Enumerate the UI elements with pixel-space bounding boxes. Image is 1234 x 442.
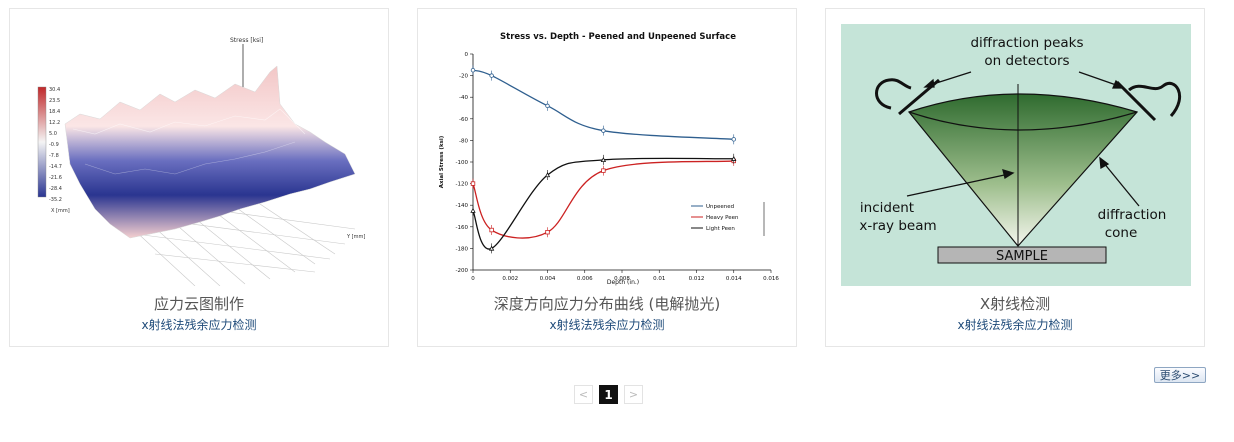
data-point [489,73,494,78]
legend-label: 23.5 [49,98,60,104]
legend-label: -7.8 [49,153,59,159]
y-tick-label: -20 [459,74,468,80]
diffraction-cone [907,93,1139,247]
x-tick-label: 0.016 [763,276,779,282]
thumbnail-stress-contour[interactable]: Stress [ksi] 30.4 23.5 18.4 12.2 5.0 -0.… [25,24,375,286]
legend-label: -28.4 [49,186,62,192]
card-xray-inspection[interactable]: diffraction peaks on detectors incident … [825,8,1205,347]
chart-title: Stress vs. Depth - Peened and Unpeened S… [500,32,736,42]
legend-label: Heavy Peen [706,215,739,221]
pagination-prev-button[interactable]: < [574,385,593,404]
data-point [470,68,476,73]
pagination: < 1 > [574,385,643,404]
legend-label: -14.7 [49,164,62,170]
card-stress-contour[interactable]: Stress [ksi] 30.4 23.5 18.4 12.2 5.0 -0.… [9,8,389,347]
data-point [601,128,606,133]
x-tick-label: 0.006 [577,276,593,282]
stress-surface-image: Stress [ksi] 30.4 23.5 18.4 12.2 5.0 -0.… [37,37,365,286]
legend-label: Unpeened [706,204,734,210]
x-axis-title: Depth (in.) [607,279,639,286]
x-tick-label: 0.014 [726,276,742,282]
color-legend [37,86,47,198]
y-tick-label: -120 [456,182,469,188]
card-subtitle[interactable]: x射线法残余应力检测 [957,318,1073,332]
card-title[interactable]: 深度方向应力分布曲线 (电解抛光) [493,295,721,313]
y-tick-label: -180 [456,246,469,252]
data-point [731,137,736,142]
y-tick-label: -200 [456,268,469,274]
label-on-detectors: on detectors [984,53,1069,69]
label-diffraction: diffraction [1098,207,1167,223]
legend-label: 5.0 [49,131,57,137]
x-tick-label: 0.008 [614,276,630,282]
legend-label: 30.4 [49,87,60,93]
data-point [470,181,476,186]
x-tick-label: 0.012 [689,276,705,282]
x-tick-label: 0.004 [540,276,556,282]
legend-label: 12.2 [49,120,60,126]
pagination-page-1[interactable]: 1 [599,385,618,404]
stress-depth-chart: Stress vs. Depth - Peened and Unpeened S… [439,32,779,286]
x-tick-label: 0 [471,276,475,282]
card-title[interactable]: X射线检测 [979,295,1051,313]
y-tick-label: -100 [456,160,469,166]
data-point [470,207,476,213]
legend-label: -35.2 [49,197,62,203]
data-point [489,227,494,233]
more-button[interactable]: 更多>> [1154,367,1206,383]
sample-block [937,246,1107,264]
data-point [600,156,607,163]
data-point [731,155,737,161]
card-stress-depth[interactable]: Stress vs. Depth - Peened and Unpeened S… [417,8,797,347]
data-point [545,103,550,109]
y-tick-label: 0 [465,52,469,58]
x-tick-label: 0.002 [502,276,518,282]
legend-label: Light Peen [706,226,735,232]
stress-surface [64,65,356,239]
card-subtitle[interactable]: x射线法残余应力检测 [549,318,665,332]
x-axis-label: X [mm] [51,208,70,214]
legend-label: -0.9 [49,142,59,148]
x-tick-label: 0.01 [653,276,665,282]
card-title[interactable]: 应力云图制作 [153,295,244,313]
card-subtitle[interactable]: x射线法残余应力检测 [141,318,257,332]
pagination-next-button[interactable]: > [624,385,643,404]
label-cone: cone [1105,225,1138,241]
y-axis-label: Y [mm] [346,234,365,240]
y-tick-label: -40 [459,95,468,101]
label-xray-beam: x-ray beam [859,218,936,234]
label-incident: incident [860,200,914,216]
data-point [601,168,606,173]
data-point [544,172,551,178]
label-diffraction-peaks: diffraction peaks [970,35,1083,51]
thumbnail-xray-diagram[interactable]: diffraction peaks on detectors incident … [841,24,1191,286]
data-point [545,229,550,235]
series-line [472,69,734,140]
y-tick-label: -140 [456,203,469,209]
y-tick-label: -60 [459,117,468,123]
legend-label: 18.4 [49,109,60,115]
data-point [488,245,495,251]
legend-label: -21.6 [49,175,62,181]
y-axis-title: Axial Stress (ksi) [439,135,445,188]
series-line [472,160,734,239]
xray-diffraction-diagram: diffraction peaks on detectors incident … [841,24,1191,286]
sample-label: SAMPLE [996,249,1048,264]
thumbnail-stress-depth-chart[interactable]: Stress vs. Depth - Peened and Unpeened S… [433,24,783,286]
stress-axis-label: Stress [ksi] [230,37,263,44]
y-tick-label: -80 [459,138,468,144]
y-tick-label: -160 [456,225,469,231]
